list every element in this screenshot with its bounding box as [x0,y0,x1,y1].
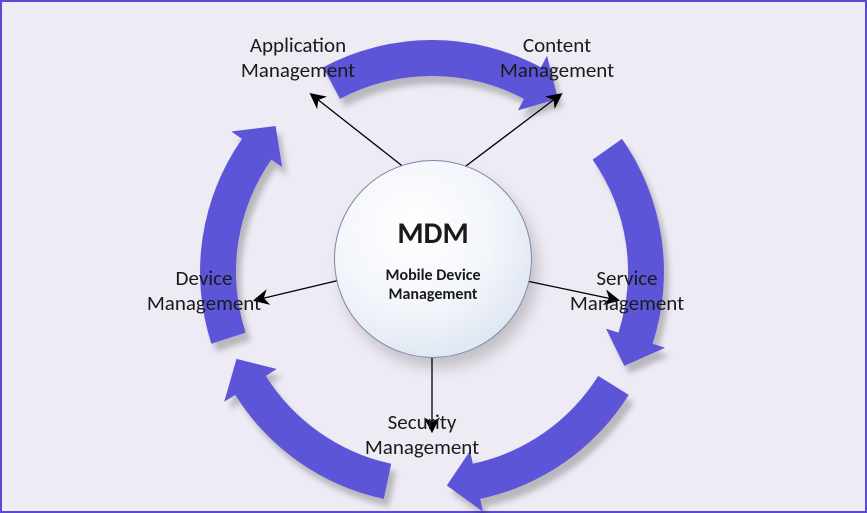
node-service-line1: Service [547,266,707,291]
node-service-line2: Management [547,291,707,316]
center-subtitle-line2: Management [389,285,478,304]
node-content-line1: Content [477,33,637,58]
cycle-arrow-1 [593,139,665,366]
node-security-line2: Management [342,435,502,460]
node-application-line1: Application [218,33,378,58]
node-content: ContentManagement [477,33,637,83]
node-security: SecurityManagement [342,410,502,460]
center-subtitle-line1: Mobile Device [385,266,480,285]
node-security-line1: Security [342,410,502,435]
node-application-line2: Management [218,58,378,83]
spoke-content [458,95,560,172]
node-device-line2: Management [124,291,284,316]
node-application: ApplicationManagement [218,33,378,83]
spoke-application [312,95,410,172]
node-service: ServiceManagement [547,266,707,316]
node-content-line2: Management [477,58,637,83]
center-circle: MDM Mobile Device Management [334,160,532,358]
node-device: DeviceManagement [124,266,284,316]
center-title: MDM [397,215,468,252]
node-device-line1: Device [124,266,284,291]
diagram-canvas: MDM Mobile Device Management Application… [0,0,867,513]
